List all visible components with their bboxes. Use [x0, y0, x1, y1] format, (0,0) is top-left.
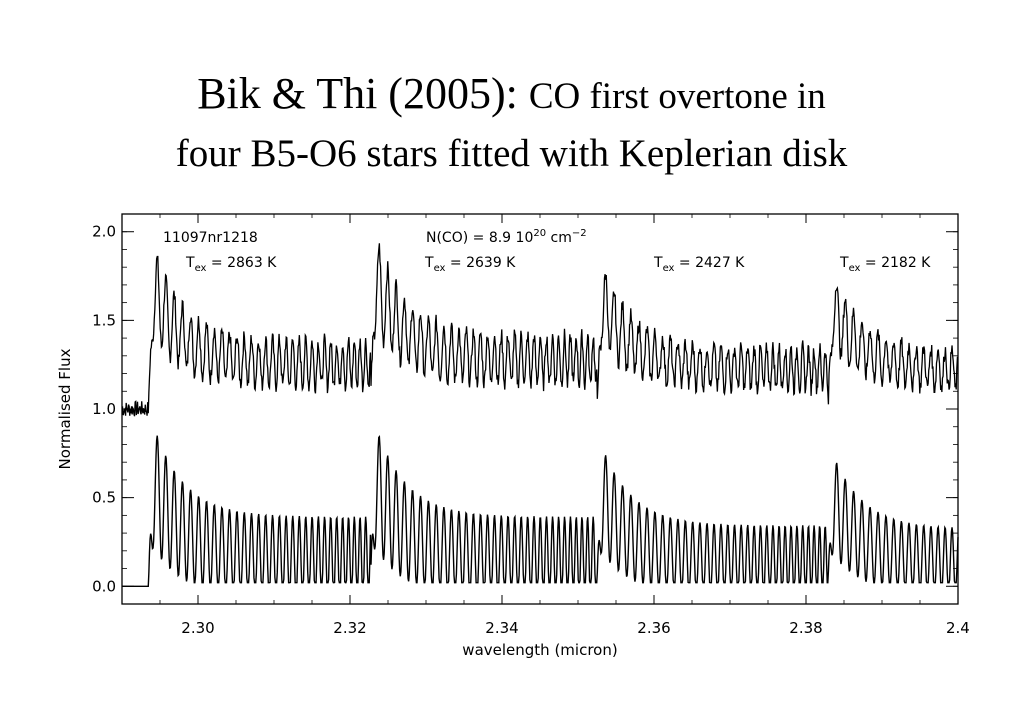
- title-author: Bik & Thi (2005):: [197, 69, 529, 118]
- x-tick-label: 2.32: [333, 619, 366, 637]
- observed-spectrum-line: [121, 243, 959, 417]
- model-spectrum-line: [122, 434, 959, 587]
- title-line-2: four B5-O6 stars fitted with Keplerian d…: [175, 132, 848, 175]
- y-tick-label: 1.5: [92, 311, 116, 329]
- x-tick-label: 2.4: [946, 619, 970, 637]
- column-density-unit-exponent: −2: [572, 228, 587, 239]
- spectra-layer: [121, 243, 959, 587]
- object-name-annotation: 11097nr1218: [163, 230, 258, 246]
- temperature-value-2: = 2639 K: [445, 255, 516, 271]
- column-density-annotation: N(CO) = 8.9 1020 cm−2: [426, 228, 587, 246]
- temperature-value-3: = 2427 K: [674, 255, 745, 271]
- x-axis-label: wavelength (micron): [462, 641, 617, 659]
- column-density-text: N(CO) = 8.9 10: [426, 230, 533, 246]
- y-tick-label: 0.5: [92, 489, 116, 507]
- temperature-label-2: Tex = 2639 K: [424, 255, 516, 274]
- title-line-1: Bik & Thi (2005): CO first overtone in: [0, 66, 1023, 125]
- temperature-subscript-2: ex: [434, 263, 446, 274]
- y-tick-label: 0.0: [92, 577, 116, 595]
- temperature-subscript-1: ex: [195, 263, 207, 274]
- temperature-label-4: Tex = 2182 K: [839, 255, 931, 274]
- column-density-unit: cm: [546, 230, 572, 246]
- axis-ticks: 2.30 2.32 2.34 2.36 2.38 2.4 0.0 0.5 1.0 1.5 2.0: [92, 214, 970, 637]
- y-axis-label: Normalised Flux: [56, 348, 74, 469]
- temperature-label-1: Tex = 2863 K: [185, 255, 277, 274]
- y-tick-label: 2.0: [92, 223, 116, 241]
- temperature-subscript-4: ex: [849, 263, 861, 274]
- temperature-value-4: = 2182 K: [860, 255, 931, 271]
- x-tick-label: 2.38: [789, 619, 822, 637]
- x-tick-label: 2.30: [181, 619, 214, 637]
- y-tick-label: 1.0: [92, 400, 116, 418]
- temperature-value-1: = 2863 K: [206, 255, 277, 271]
- column-density-exponent: 20: [533, 228, 546, 239]
- x-tick-label: 2.34: [485, 619, 518, 637]
- temperature-label-3: Tex = 2427 K: [653, 255, 745, 274]
- temperature-subscript-3: ex: [663, 263, 675, 274]
- title-topic: CO first overtone in: [528, 76, 826, 117]
- x-tick-label: 2.36: [637, 619, 670, 637]
